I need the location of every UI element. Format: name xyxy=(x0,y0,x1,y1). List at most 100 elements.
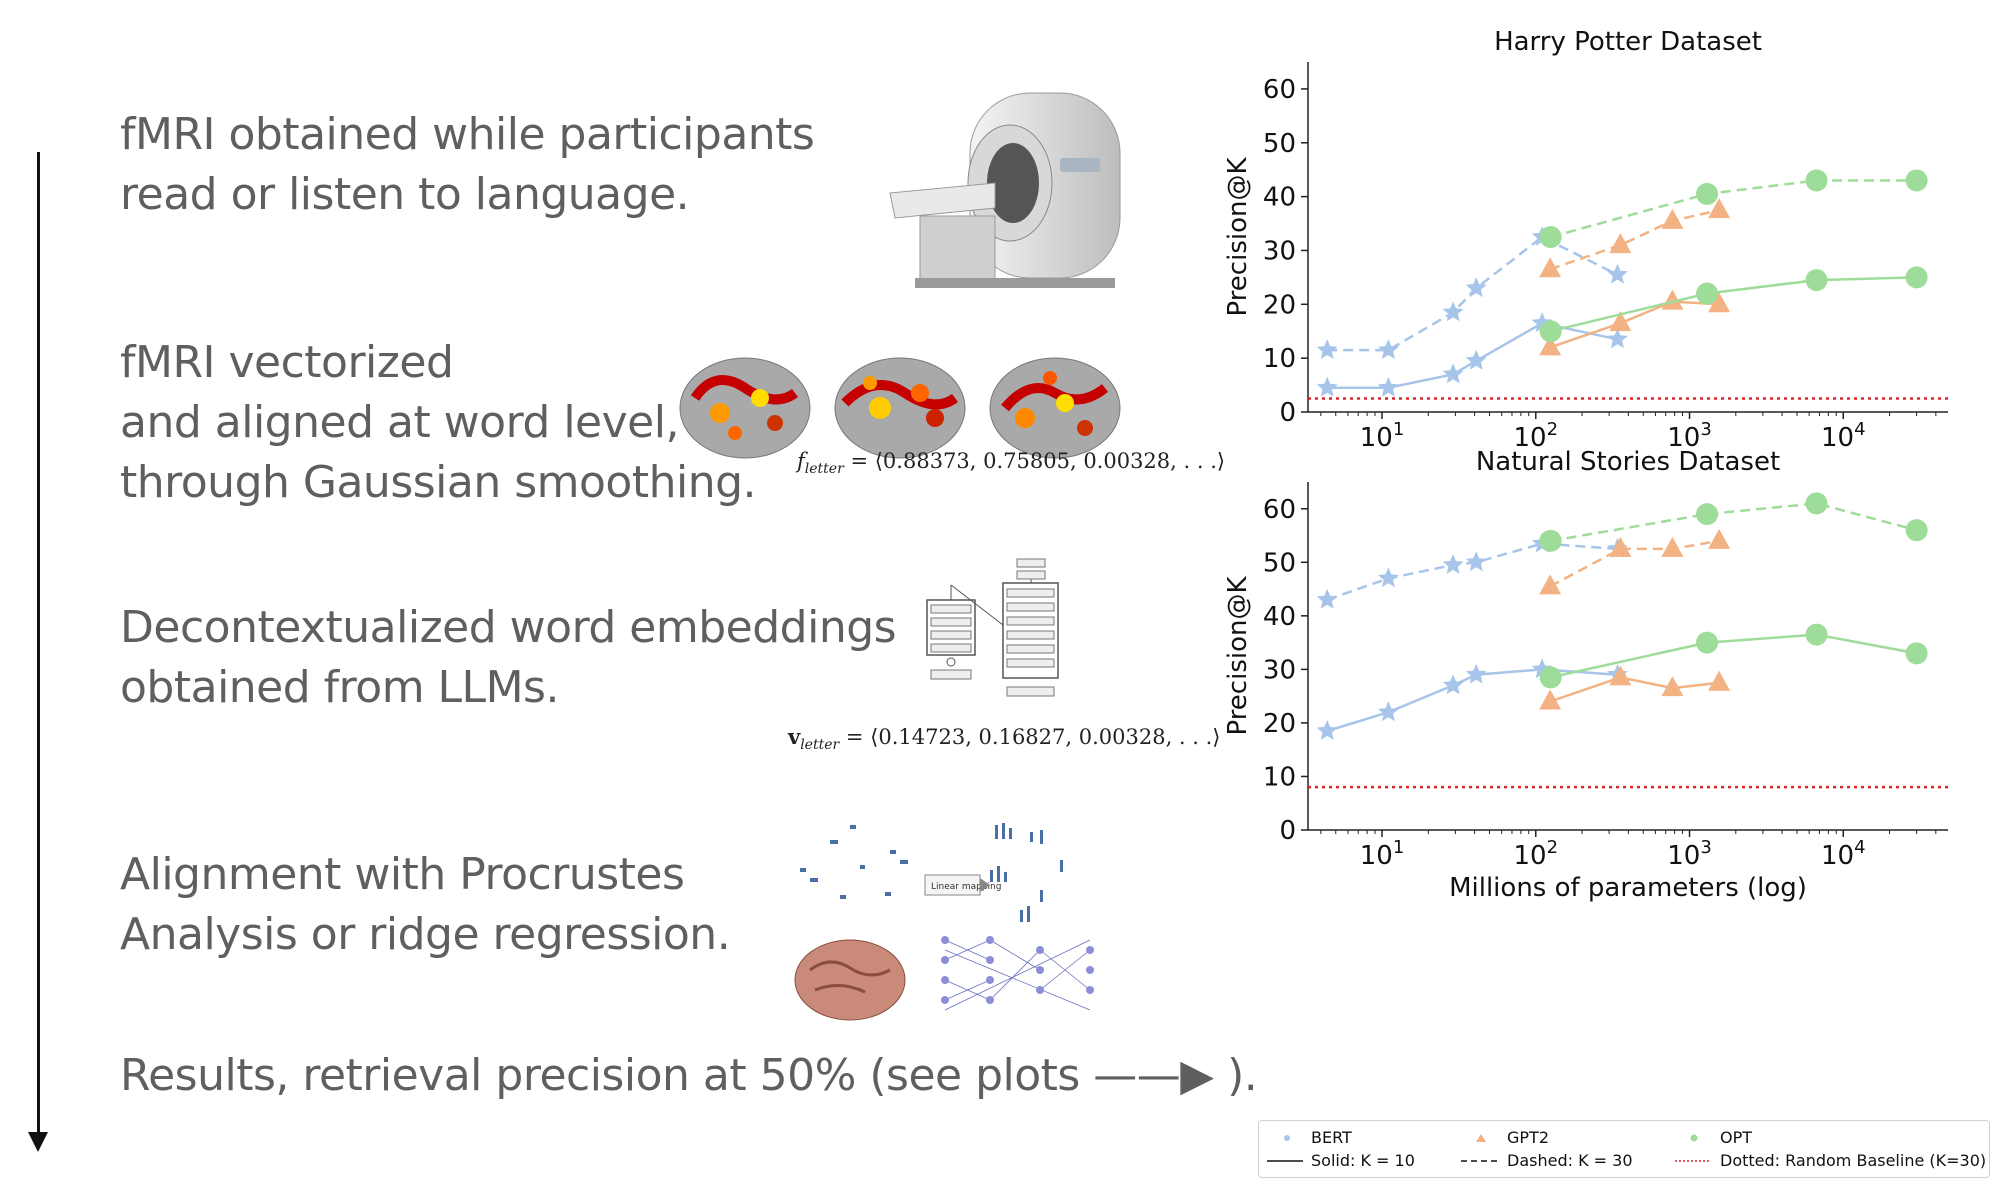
chart-2-gpt2-k30-line xyxy=(1549,539,1720,588)
chart-2-opt-k10-line xyxy=(1550,633,1917,679)
chart-2-bert-k30-point xyxy=(1316,588,1338,609)
legend-bert-marker xyxy=(1284,1135,1290,1141)
legend-solid-label: Solid: K = 10 xyxy=(1311,1151,1415,1170)
chart-2-y-label: Precision@K xyxy=(1223,576,1253,736)
chart-1-bert-k10-point xyxy=(1377,376,1399,397)
chart-2-opt-k10-point xyxy=(1905,642,1928,665)
step-3-text: Decontextualized word embeddings obtaine… xyxy=(120,598,897,718)
chart-1-gpt2-k10-point xyxy=(1708,292,1731,313)
step-5-line-1: Results, retrieval precision at 50% (see… xyxy=(120,1050,1258,1101)
chart-2-gpt2-k10-point xyxy=(1609,665,1632,686)
chart-2-y-tick-label: 40 xyxy=(1263,602,1296,632)
chart-1-gpt2-k10-point xyxy=(1539,335,1562,356)
chart-1-x-tick-label: 102 xyxy=(1513,419,1558,453)
chart-1-opt-k30-line xyxy=(1550,179,1917,239)
chart-2-gpt2-k10-point xyxy=(1661,676,1684,697)
f-letter-formula: fletter = ⟨0.88373, 0.75805, 0.00328, . … xyxy=(797,449,1225,477)
flow-arrow-head xyxy=(28,1132,48,1152)
chart-1-opt-k30-point xyxy=(1539,226,1562,248)
chart-1-gpt2-k30-point xyxy=(1661,208,1684,229)
chart-1-bert-k10-point xyxy=(1442,363,1464,384)
chart-2-gpt2-k10-point xyxy=(1708,670,1731,691)
chart-2-opt-k10-point xyxy=(1696,631,1719,654)
transformer-diagram-icon xyxy=(926,558,1059,697)
chart-2-y-tick-label: 60 xyxy=(1263,495,1296,525)
step-2-line-1: fMRI vectorized xyxy=(120,337,454,388)
chart-2-gpt2-k30-point xyxy=(1661,536,1684,557)
chart-2-gpt2-k30-point xyxy=(1708,528,1731,549)
chart-1-x-tick-label: 103 xyxy=(1667,419,1712,453)
v-letter-formula: vletter = ⟨0.14723, 0.16827, 0.00328, . … xyxy=(788,724,1221,753)
step-3-line-2: obtained from LLMs. xyxy=(120,662,559,713)
chart-2-opt-k30-point xyxy=(1696,503,1719,526)
chart-1-gpt2-k30-point xyxy=(1609,233,1632,254)
chart-2-gpt2-k10-line xyxy=(1549,676,1720,703)
step-1-line-2: read or listen to language. xyxy=(120,169,690,220)
step-4-line-1: Alignment with Procrustes xyxy=(120,849,685,900)
chart-2-y-tick-label: 20 xyxy=(1263,709,1296,739)
chart-1-y-tick-label: 10 xyxy=(1263,344,1296,374)
chart-1-gpt2-k30-point xyxy=(1539,257,1562,278)
chart-2-gpt2-k10-point xyxy=(1539,689,1562,710)
chart-1-bert-k30-point xyxy=(1465,277,1487,298)
legend-dashed-label: Dashed: K = 30 xyxy=(1507,1151,1633,1170)
chart-2-x-label: Millions of parameters (log) xyxy=(1449,873,1807,903)
step-3-line-1: Decontextualized word embeddings xyxy=(120,602,897,653)
chart-1-bert-k30-point xyxy=(1377,339,1399,359)
step-1-line-1: fMRI obtained while participants xyxy=(120,109,815,160)
chart-1-bert-k10-line xyxy=(1327,321,1618,390)
chart-1-bert-k30-line xyxy=(1327,235,1619,352)
chart-1-y-tick-label: 40 xyxy=(1263,183,1296,213)
chart-legend: BERT GPT2 OPT Solid: K = 10 Dashed: K = … xyxy=(1258,1120,1990,1178)
chart-2-bert-k10-point xyxy=(1316,720,1338,740)
legend-markers xyxy=(1267,1134,1711,1162)
legend-gpt2-marker xyxy=(1476,1134,1486,1142)
chart-2-bert-k30-point xyxy=(1377,567,1399,588)
chart-2-gpt2-k30-point xyxy=(1539,574,1562,595)
f-symbol: f xyxy=(797,449,805,473)
legend-gpt2-label: GPT2 xyxy=(1507,1128,1549,1147)
chart-1-y-tick-label: 60 xyxy=(1263,75,1296,105)
chart-2-opt-k30-point xyxy=(1805,492,1828,515)
chart-1-gpt2-k30-line xyxy=(1549,208,1720,271)
step-2-line-2: and aligned at word level, xyxy=(120,397,679,448)
legend-dotted-label: Dotted: Random Baseline (K=30) xyxy=(1720,1151,1987,1170)
alignment-mapping-icon: Linear mapping xyxy=(794,823,1094,1021)
step-1-text: fMRI obtained while participants read or… xyxy=(120,105,815,225)
chart-1-gpt2-k10-point xyxy=(1609,311,1632,332)
chart-1-gpt2-k10-line xyxy=(1549,300,1720,349)
chart-1-y-label: Precision@K xyxy=(1223,157,1253,317)
linear-mapping-label: Linear mapping xyxy=(931,882,1001,892)
chart-1-x-tick-label: 101 xyxy=(1360,419,1405,453)
chart-1-bert-k10-point xyxy=(1465,349,1487,370)
chart-2-y-tick-label: 10 xyxy=(1263,762,1296,792)
step-5-text: Results, retrieval precision at 50% (see… xyxy=(120,1046,1258,1106)
v-values: = ⟨0.14723, 0.16827, 0.00328, . . .⟩ xyxy=(845,725,1221,749)
f-values: = ⟨0.88373, 0.75805, 0.00328, . . .⟩ xyxy=(850,449,1226,473)
chart-1-opt-k10-point xyxy=(1905,266,1928,289)
chart-1-opt-k30-point xyxy=(1805,169,1828,192)
chart-1-bert-k10-point xyxy=(1607,328,1628,349)
chart-1-y-tick-label: 50 xyxy=(1263,129,1296,159)
step-4-text: Alignment with Procrustes Analysis or ri… xyxy=(120,845,731,965)
v-subscript: letter xyxy=(800,737,840,754)
legend-opt-marker xyxy=(1690,1134,1698,1142)
chart-1-y-tick-label: 30 xyxy=(1263,236,1296,266)
flow-arrow-line xyxy=(37,152,40,1140)
chart-1-opt-k10-point xyxy=(1696,282,1719,305)
legend-bert-label: BERT xyxy=(1311,1128,1352,1147)
chart-1-opt-k10-line xyxy=(1550,276,1917,333)
chart-2-opt-k10-point xyxy=(1539,666,1562,689)
chart-2-y-tick-label: 0 xyxy=(1279,816,1296,846)
mri-scanner-icon xyxy=(889,92,1121,288)
chart-1-title: Harry Potter Dataset xyxy=(1494,27,1762,57)
chart-2-bert-k30-point xyxy=(1442,554,1464,574)
chart-1-y-tick-label: 0 xyxy=(1279,398,1296,428)
chart-2-y-tick-label: 30 xyxy=(1263,655,1296,685)
chart-2-x-tick-label: 102 xyxy=(1513,837,1558,871)
chart-2-y-tick-label: 50 xyxy=(1263,548,1296,578)
chart-2-x-tick-label: 101 xyxy=(1360,837,1405,871)
chart-2-opt-k30-point xyxy=(1539,529,1562,552)
chart-1-gpt2-k30-point xyxy=(1708,198,1731,219)
